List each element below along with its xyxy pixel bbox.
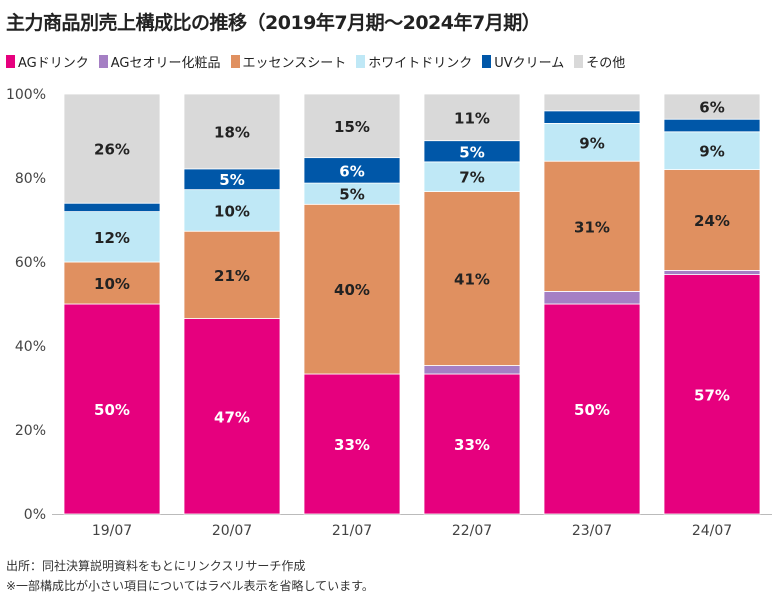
- data-label: 57%: [694, 386, 730, 404]
- data-label: 5%: [219, 171, 244, 189]
- y-tick-label: 40%: [15, 339, 46, 355]
- bar-segment: [303, 373, 401, 515]
- data-label: 6%: [699, 99, 724, 117]
- data-label: 10%: [94, 275, 130, 293]
- data-label: 9%: [699, 143, 724, 161]
- x-tick-label: 20/07: [212, 523, 252, 539]
- bar-segment: [183, 230, 281, 319]
- legend-swatch: [356, 55, 366, 68]
- legend-label: その他: [586, 56, 626, 71]
- legend-label: UVクリーム: [494, 56, 565, 71]
- bar-segment: [63, 93, 161, 204]
- bar-segment: [423, 365, 521, 375]
- x-tick-label: 23/07: [572, 523, 612, 539]
- legend-item-0: AGドリンク: [6, 52, 89, 71]
- legend-label: AGセオリー化粧品: [110, 56, 221, 71]
- bar-segment: [423, 93, 521, 142]
- data-label: 18%: [214, 123, 250, 141]
- bar-segment: [63, 303, 161, 515]
- y-tick-label: 0%: [24, 507, 46, 523]
- legend-item-2: エッセンスシート: [230, 52, 347, 71]
- chart-title: 主力商品別売上構成比の推移（2019年7月期〜2024年7月期）: [6, 12, 541, 34]
- data-label: 9%: [579, 134, 604, 152]
- data-label: 50%: [574, 401, 610, 419]
- data-label: 21%: [214, 267, 250, 285]
- bar-segment: [303, 157, 401, 184]
- bar-segment: [543, 123, 641, 162]
- legend-label: ホワイトドリンク: [368, 56, 473, 71]
- data-label: 33%: [454, 436, 490, 454]
- data-label: 31%: [574, 218, 610, 236]
- x-tick-label: 24/07: [692, 523, 732, 539]
- legend-label: AGドリンク: [18, 56, 89, 71]
- bar-segment: [303, 203, 401, 375]
- y-tick-label: 100%: [6, 87, 46, 103]
- bar-segment: [543, 160, 641, 292]
- data-label: 33%: [334, 436, 370, 454]
- legend-swatch: [6, 55, 15, 68]
- data-label: 24%: [694, 212, 730, 230]
- data-label: 26%: [94, 141, 130, 159]
- bar-segment: [423, 161, 521, 192]
- bar-segment: [303, 93, 401, 159]
- footnote: ※一部構成比が小さい項目についてはラベル表示を省略しています。: [6, 579, 374, 593]
- bar-segment: [663, 118, 761, 133]
- data-label: 12%: [94, 229, 130, 247]
- legend-item-5: その他: [574, 52, 625, 71]
- legend-item-3: ホワイトドリンク: [356, 52, 472, 71]
- bar-segment: [663, 274, 761, 515]
- data-label: 41%: [454, 271, 490, 289]
- bar-segment: [663, 169, 761, 271]
- legend-swatch: [230, 55, 240, 68]
- bar-segment: [63, 211, 161, 263]
- bar-segment: [543, 93, 641, 112]
- x-tick-label: 22/07: [452, 523, 492, 539]
- data-label: 15%: [334, 118, 370, 136]
- bar-segment: [183, 93, 281, 170]
- data-label: 10%: [214, 202, 250, 220]
- bar-segment: [183, 189, 281, 232]
- chart-notes: 出所：同社決算説明資料をもとにリンクスリサーチ作成 ※一部構成比が小さい項目につ…: [6, 556, 374, 596]
- legend-label: エッセンスシート: [242, 56, 347, 71]
- x-tick-label: 19/07: [92, 523, 132, 539]
- data-label: 11%: [454, 109, 490, 127]
- legend-swatch: [574, 55, 584, 68]
- bar-segment: [183, 318, 281, 515]
- bar-segment: [663, 269, 761, 275]
- bar-segment: [423, 191, 521, 366]
- legend-item-4: UVクリーム: [482, 52, 564, 71]
- legend-item-1: AGセオリー化粧品: [98, 52, 221, 71]
- bar-segment: [423, 373, 521, 515]
- y-tick-label: 80%: [15, 171, 46, 187]
- bar-segment: [543, 303, 641, 515]
- data-label: 5%: [459, 143, 484, 161]
- bar-segment: [663, 131, 761, 171]
- legend-swatch: [98, 55, 108, 68]
- data-label: 40%: [334, 281, 370, 299]
- source-note: 出所：同社決算説明資料をもとにリンクスリサーチ作成: [6, 559, 306, 573]
- bar-segment: [543, 110, 641, 124]
- bar-segment: [663, 93, 761, 120]
- data-label: 47%: [214, 408, 250, 426]
- data-label: 7%: [459, 169, 484, 187]
- data-label: 5%: [339, 186, 364, 204]
- legend-swatch: [482, 55, 492, 68]
- y-tick-label: 60%: [15, 255, 46, 271]
- bar-segment: [543, 290, 641, 305]
- chart-legend: AGドリンク AGセオリー化粧品 エッセンスシート ホワイトドリンク UVクリーム その他: [6, 52, 635, 71]
- y-tick-label: 20%: [15, 423, 46, 439]
- bar-segment: [63, 202, 161, 212]
- data-label: 6%: [339, 162, 364, 180]
- data-label: 50%: [94, 401, 130, 419]
- x-tick-label: 21/07: [332, 523, 372, 539]
